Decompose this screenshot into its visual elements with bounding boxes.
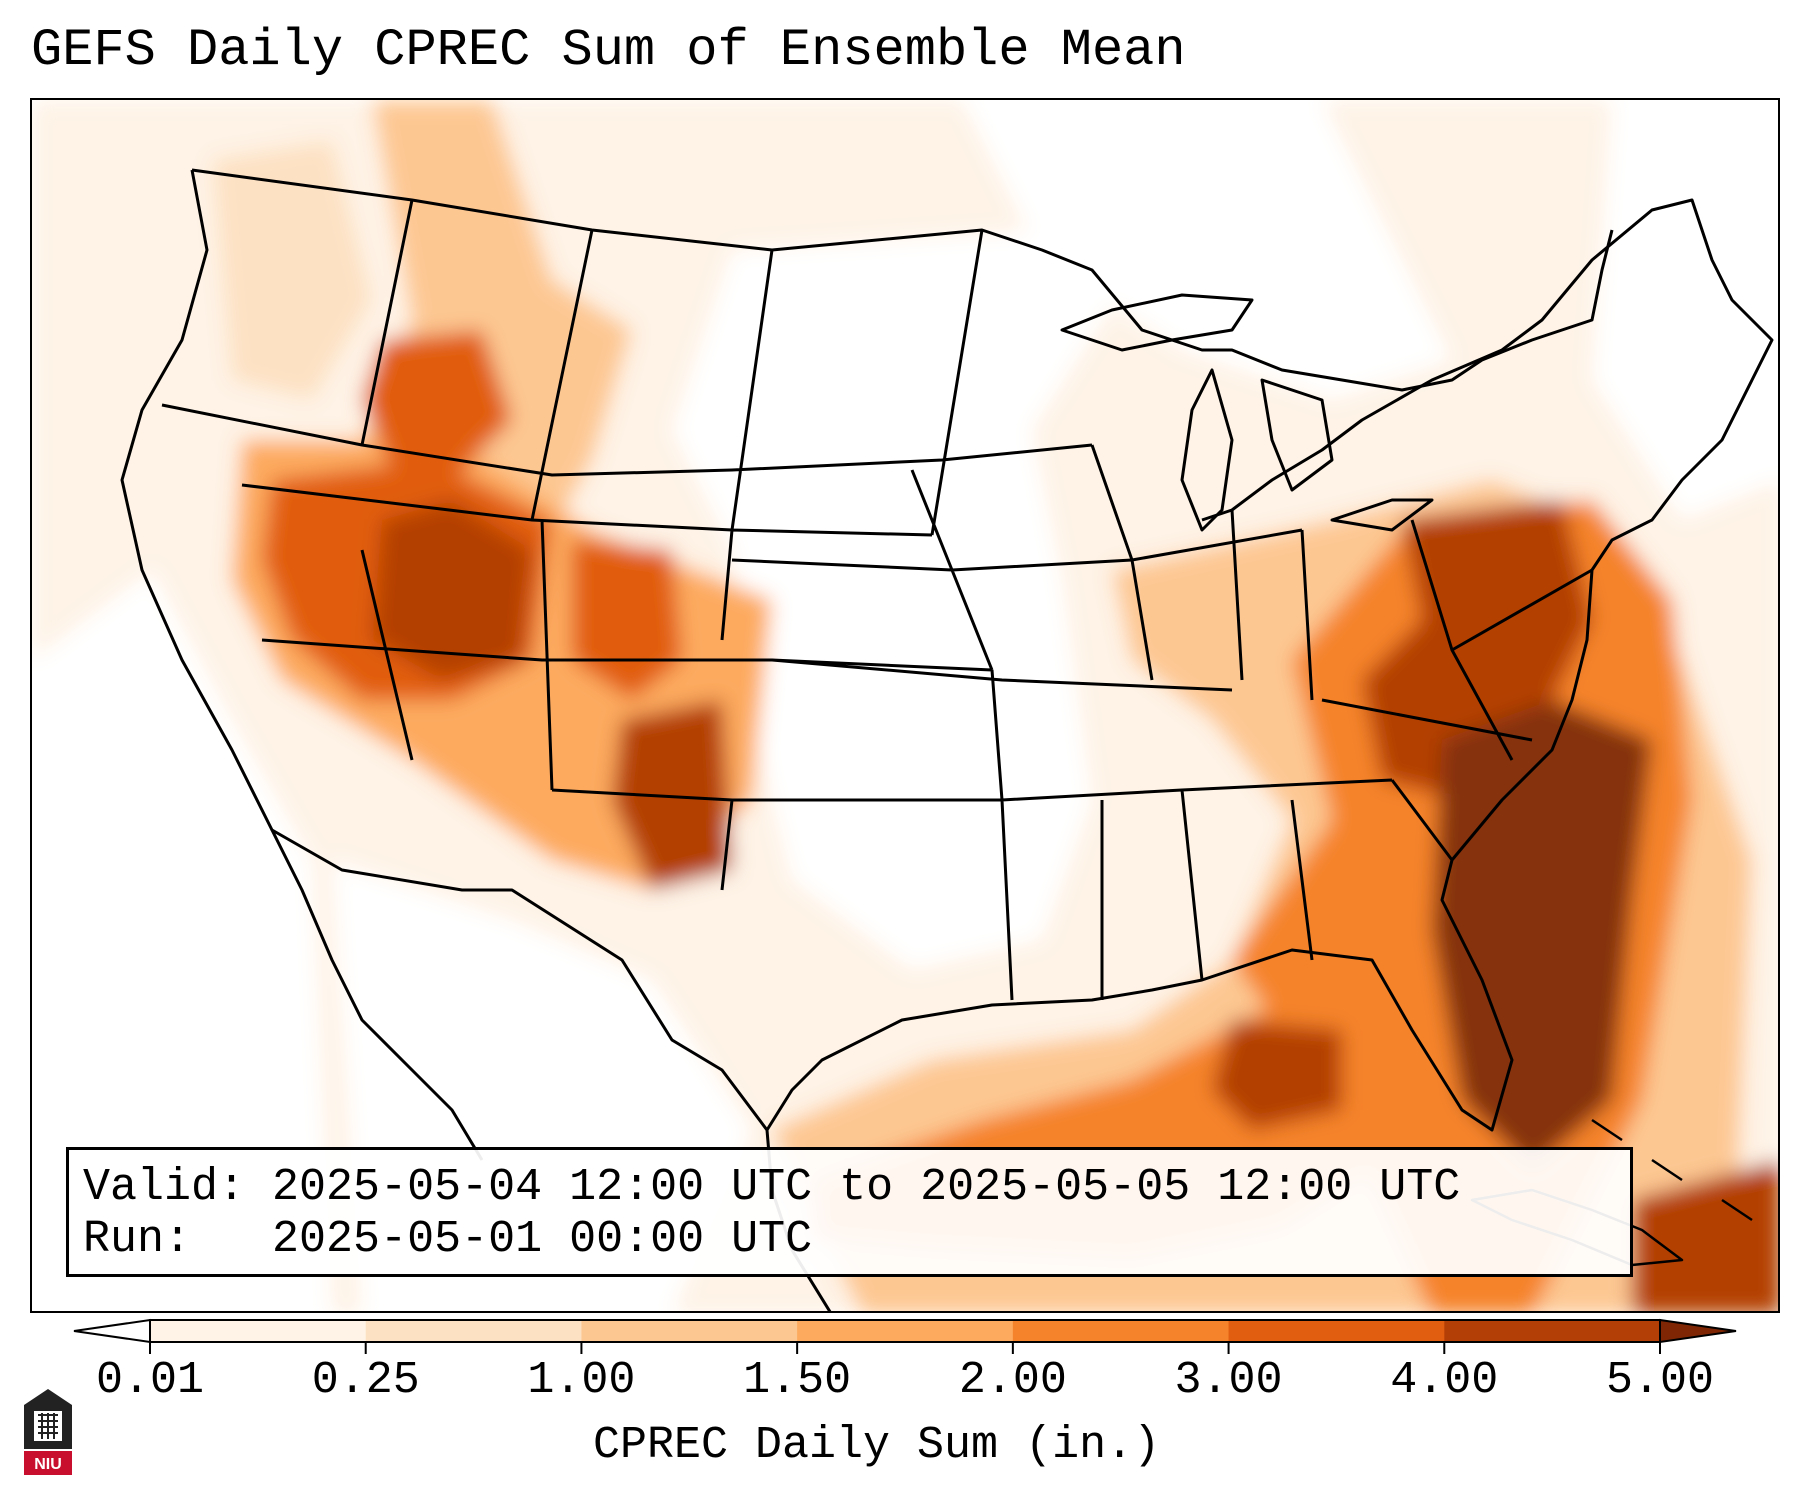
run-time: 2025-05-01 00:00 UTC [272, 1214, 813, 1265]
precip-field [32, 100, 1778, 1311]
colorbar-tick-label: 2.00 [958, 1355, 1067, 1406]
heavy-precip-caribbean [1632, 1161, 1778, 1311]
baja-coast [270, 829, 484, 1161]
chart-title: GEFS Daily CPREC Sum of Ensemble Mean [31, 21, 1186, 80]
run-label: Run: [83, 1214, 192, 1265]
colorbar-segment [1012, 1320, 1230, 1342]
heavy-precip-new-mexico [612, 700, 732, 890]
colorbar-tick-label: 4.00 [1390, 1355, 1499, 1406]
dry-area-pacific [32, 570, 332, 1311]
dry-area-northeast [1592, 100, 1778, 520]
state-lines [161, 199, 1593, 1001]
bahamas [1591, 1118, 1753, 1222]
precip-area-nw [212, 140, 372, 400]
colorbar-segments [73, 1318, 1737, 1344]
dry-area-canada [962, 100, 1452, 400]
colorbar-tick-label: 0.25 [311, 1355, 420, 1406]
colorbar-outline [149, 1319, 1661, 1343]
colorbar-segment [365, 1320, 582, 1342]
colorbar-segment [581, 1320, 798, 1342]
valid-label: Valid: [83, 1162, 246, 1213]
map-boundaries [120, 168, 1774, 1311]
heavy-precip-gulf-core [1212, 1020, 1342, 1130]
colorbar-segment [1444, 1320, 1661, 1342]
logo-text: NIU [34, 1456, 62, 1473]
colorbar-tick-label: 1.50 [743, 1355, 852, 1406]
dry-area-plains [672, 230, 1142, 970]
colorbar-segment [150, 1320, 367, 1342]
us-canada-border [191, 168, 1614, 392]
colorbar-label: CPREC Daily Sum (in.) [593, 1420, 1161, 1471]
colorbar-over-arrow [1659, 1318, 1737, 1344]
lake-huron [1260, 378, 1334, 492]
heavy-precip-idaho [362, 330, 512, 480]
precip-map [32, 100, 1778, 1311]
colorbar-under-arrow [73, 1318, 151, 1344]
colorbar-segment [797, 1320, 1014, 1342]
valid-time-range: 2025-05-04 12:00 UTC to 2025-05-05 12:00… [272, 1162, 1461, 1213]
colorbar-tick-label: 5.00 [1605, 1355, 1715, 1406]
heavy-precip-utah-core [372, 500, 532, 680]
colorbar-segment [1228, 1320, 1445, 1342]
lake-michigan [1180, 368, 1234, 532]
lake-superior [1060, 293, 1254, 352]
lake-erie [1330, 498, 1434, 532]
colorbar [73, 1318, 1737, 1354]
colorbar-tick-label: 3.00 [1174, 1355, 1283, 1406]
colorbar-ticks [149, 1342, 1661, 1354]
niu-logo: NIU [24, 1389, 72, 1475]
us-outline [120, 169, 1774, 1132]
map-panel [30, 98, 1780, 1313]
valid-run-info-box: Valid: 2025-05-04 12:00 UTC to 2025-05-0… [66, 1147, 1633, 1277]
colorbar-tick-label: 1.00 [527, 1355, 636, 1406]
colorbar-tick-label: 0.01 [95, 1355, 205, 1406]
